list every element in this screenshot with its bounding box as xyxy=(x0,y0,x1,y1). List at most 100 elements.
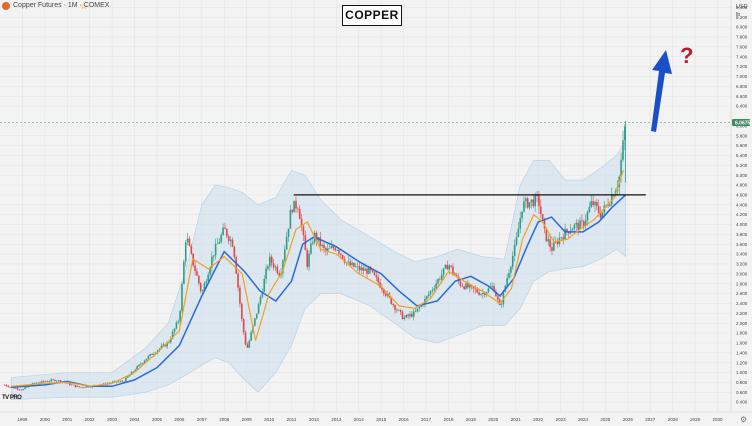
candle-body xyxy=(184,242,187,262)
candle-body xyxy=(394,305,396,310)
candle-body xyxy=(160,345,163,349)
candle-body xyxy=(375,275,378,278)
candle-body xyxy=(330,246,333,249)
candle-body xyxy=(386,293,389,296)
candle-body xyxy=(427,294,430,297)
y-tick-label: 4.400 xyxy=(736,202,748,207)
x-tick-label: 2008 xyxy=(219,417,230,422)
candle-body xyxy=(349,261,351,266)
axis-unit: lb xyxy=(736,12,741,18)
candle-body xyxy=(78,386,81,388)
candle-body xyxy=(493,286,495,292)
candle-body xyxy=(22,389,24,391)
gear-icon[interactable]: ⚙ xyxy=(740,415,748,424)
candle-body xyxy=(354,266,357,268)
candle-body xyxy=(224,227,226,229)
x-tick-label: 2011 xyxy=(287,417,297,422)
candle-body xyxy=(547,239,550,242)
candle-body xyxy=(362,267,365,271)
y-tick-label: 3.600 xyxy=(736,242,748,247)
favorite-star-icon[interactable]: ☆ xyxy=(80,1,89,11)
candle-body xyxy=(70,384,73,386)
candle-body xyxy=(297,208,299,210)
candle-body xyxy=(259,296,262,304)
candle-body xyxy=(80,387,82,388)
y-tick-label: 3.400 xyxy=(736,252,748,257)
candle-body xyxy=(44,381,47,383)
candle-body xyxy=(442,268,445,275)
candle-body xyxy=(420,304,422,307)
candle-body xyxy=(541,214,544,220)
symbol-label[interactable]: Copper Futures · 1M · COMEX xyxy=(13,2,110,9)
candle-body xyxy=(315,232,318,241)
candle-body xyxy=(54,379,56,382)
candle-body xyxy=(384,293,387,296)
candle-body xyxy=(246,344,249,348)
price-candles xyxy=(3,120,627,391)
candle-body xyxy=(231,239,234,247)
candle-body xyxy=(196,271,198,276)
candle-body xyxy=(590,201,593,208)
axis-currency-selector[interactable]: USD lb xyxy=(736,3,748,19)
candle-body xyxy=(334,248,337,251)
chart-title: COPPER xyxy=(342,5,402,26)
y-tick-label: 7.800 xyxy=(736,35,748,40)
candle-body xyxy=(474,288,477,290)
candle-body xyxy=(444,264,447,269)
x-tick-label: 2016 xyxy=(399,417,410,422)
y-tick-label: 2.000 xyxy=(736,321,748,326)
candle-body xyxy=(448,265,451,270)
candle-body xyxy=(528,202,531,208)
candle-body xyxy=(33,383,36,384)
candle-body xyxy=(506,277,508,286)
question-mark-annotation: ? xyxy=(680,43,694,68)
candle-body xyxy=(532,199,535,207)
candle-body xyxy=(67,382,69,384)
candle-body xyxy=(183,261,185,284)
candle-body xyxy=(162,344,165,346)
x-tick-label: 2002 xyxy=(85,417,96,422)
candle-body xyxy=(173,328,176,332)
candle-body xyxy=(373,271,376,276)
candle-body xyxy=(326,248,329,251)
candle-body xyxy=(218,241,221,244)
candle-body xyxy=(534,195,536,207)
x-tick-label: 2001 xyxy=(62,417,73,422)
candle-body xyxy=(358,266,361,271)
candle-body xyxy=(468,284,471,288)
candle-body xyxy=(459,281,462,286)
x-tick-label: 2022 xyxy=(533,417,544,422)
candle-body xyxy=(269,256,271,267)
y-tick-label: 3.800 xyxy=(736,232,748,237)
candle-body xyxy=(562,237,564,240)
x-tick-label: 2005 xyxy=(152,417,163,422)
y-axis-ticks: 0.400 0.600 0.800 1.000 1.200 1.400 1.600 1.800… xyxy=(736,5,748,405)
candle-body xyxy=(143,360,146,363)
candle-body xyxy=(188,238,191,247)
y-tick-label: 1.800 xyxy=(736,331,748,336)
candle-body xyxy=(435,283,437,289)
candle-body xyxy=(117,381,120,383)
candle-body xyxy=(351,262,353,266)
candle-body xyxy=(52,379,54,381)
candle-body xyxy=(536,195,538,196)
candle-body xyxy=(556,241,559,245)
sma-fast-line xyxy=(11,170,624,387)
chart-header: Copper Futures · 1M · COMEX ☆ xyxy=(0,0,752,14)
candle-body xyxy=(332,246,335,249)
candle-body xyxy=(412,311,415,317)
candle-body xyxy=(356,266,359,267)
candle-body xyxy=(255,313,258,319)
candle-body xyxy=(24,387,26,390)
x-tick-label: 2014 xyxy=(354,417,365,422)
current-price-label: 6.0675 xyxy=(735,121,751,127)
candle-body xyxy=(278,273,280,276)
candle-body xyxy=(461,285,464,287)
candle-body xyxy=(624,126,626,141)
candle-body xyxy=(140,363,142,365)
candle-body xyxy=(517,228,520,238)
candle-body xyxy=(134,370,137,372)
candle-body xyxy=(26,387,28,388)
sma-slow-line xyxy=(11,194,627,389)
